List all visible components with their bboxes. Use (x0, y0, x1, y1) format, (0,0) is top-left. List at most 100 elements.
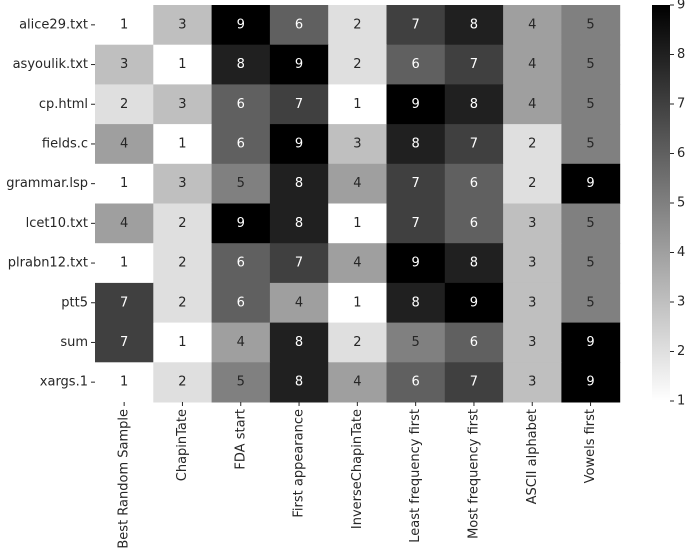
cell-value-label: 3 (178, 176, 186, 191)
cell-value-label: 5 (586, 136, 594, 151)
cell-value-label: 7 (412, 176, 420, 191)
cell-value-label: 9 (237, 216, 245, 231)
cell-value-label: 8 (470, 17, 478, 32)
heatmap-cell (386, 282, 446, 324)
cell-value-label: 2 (528, 136, 536, 151)
heatmap-cell (444, 243, 504, 284)
heatmap-cells: 1 3 9 6 2 7 8 4 5 3 1 8 9 2 6 7 4 5 2 3 6 7 1 9 8 4 5 4 1 6 9 3 8 7 2 5 1 3 5 8… (95, 5, 621, 403)
cell-value-label: 4 (295, 295, 303, 310)
heatmap-cell (95, 124, 154, 165)
heatmap-cell (503, 203, 562, 244)
cell-value-label: 7 (470, 57, 478, 72)
heatmap-cell (444, 84, 504, 125)
cell-value-label: 7 (120, 295, 128, 310)
cell-value-label: 3 (528, 256, 536, 271)
cell-value-label: 5 (586, 17, 594, 32)
cell-value-label: 7 (412, 216, 420, 231)
cell-value-label: 8 (470, 256, 478, 271)
heatmap-cell (95, 282, 154, 324)
cell-value-label: 2 (178, 256, 186, 271)
cell-value-label: 9 (295, 57, 303, 72)
cell-value-label: 2 (353, 57, 361, 72)
heatmap-cell (269, 124, 329, 165)
cell-value-label: 3 (528, 216, 536, 231)
heatmap-cell (561, 163, 621, 204)
cell-value-label: 4 (528, 97, 536, 112)
cell-value-label: 5 (586, 256, 594, 271)
heatmap-cell (386, 243, 446, 284)
row-label: xargs.1 (40, 375, 88, 390)
cell-value-label: 5 (586, 97, 594, 112)
heatmap-cell (444, 124, 504, 165)
cell-value-label: 2 (353, 17, 361, 32)
heatmap-cell (211, 203, 271, 244)
heatmap-cell (153, 124, 213, 165)
heatmap-cell (328, 322, 387, 363)
heatmap-cell (328, 243, 387, 284)
cell-value-label: 6 (470, 176, 478, 191)
heatmap-cell (95, 203, 154, 244)
heatmap-cell (153, 203, 213, 244)
cell-value-label: 5 (412, 335, 420, 350)
cell-value-label: 8 (237, 57, 245, 72)
heatmap-cell (561, 282, 621, 324)
cell-value-label: 8 (295, 176, 303, 191)
heatmap-cell (95, 44, 154, 85)
cell-value-label: 8 (470, 97, 478, 112)
colorbar-tick-label: 2 (677, 344, 685, 359)
heatmap-cell (328, 203, 387, 244)
heatmap-cell (95, 362, 154, 403)
row-labels: alice29.txt asyoulik.txt cp.html fields.c gr… (6, 17, 95, 390)
colorbar-tick-label: 5 (677, 196, 685, 211)
heatmap-cell (153, 44, 213, 85)
heatmap-cell (503, 362, 562, 403)
cell-value-label: 1 (353, 295, 361, 310)
colorbar-tick-label: 1 (677, 394, 685, 409)
heatmap-cell (386, 124, 446, 165)
heatmap-cell (269, 282, 329, 324)
cell-value-label: 9 (586, 375, 594, 390)
cell-value-label: 5 (586, 57, 594, 72)
cell-value-label: 4 (528, 57, 536, 72)
heatmap-cell (153, 84, 213, 125)
heatmap-cell (503, 163, 562, 204)
cell-value-label: 3 (353, 136, 361, 151)
heatmap-cell (95, 322, 154, 363)
heatmap-cell (444, 282, 504, 324)
heatmap-cell (153, 163, 213, 204)
cell-value-label: 6 (237, 136, 245, 151)
row-label: grammar.lsp (6, 176, 88, 191)
colorbar-gradient (652, 5, 670, 401)
cell-value-label: 8 (295, 216, 303, 231)
cell-value-label: 7 (470, 375, 478, 390)
cell-value-label: 9 (295, 136, 303, 151)
colorbar-tick-label: 6 (677, 146, 685, 161)
cell-value-label: 5 (237, 375, 245, 390)
heatmap-cell (269, 44, 329, 85)
heatmap-cell (444, 362, 504, 403)
row-label: lcet10.txt (26, 216, 88, 231)
cell-value-label: 4 (120, 216, 128, 231)
cell-value-label: 3 (528, 335, 536, 350)
heatmap-cell (444, 5, 504, 46)
heatmap-cell (561, 84, 621, 125)
cell-value-label: 1 (120, 256, 128, 271)
heatmap-cell (211, 362, 271, 403)
cell-value-label: 5 (586, 216, 594, 231)
heatmap-cell (386, 362, 446, 403)
heatmap-cell (153, 282, 213, 324)
heatmap-cell (386, 5, 446, 46)
heatmap-cell (503, 282, 562, 324)
heatmap-cell (211, 84, 271, 125)
column-labels: Best Random Sample ChapinTate FDA start Fir… (117, 402, 598, 549)
heatmap-cell (444, 163, 504, 204)
cell-value-label: 3 (120, 57, 128, 72)
cell-value-label: 8 (295, 375, 303, 390)
heatmap-cell (328, 84, 387, 125)
cell-value-label: 5 (586, 295, 594, 310)
cell-value-label: 9 (412, 256, 420, 271)
cell-value-label: 7 (295, 97, 303, 112)
heatmap-cell (95, 5, 154, 46)
row-label: sum (60, 335, 88, 350)
